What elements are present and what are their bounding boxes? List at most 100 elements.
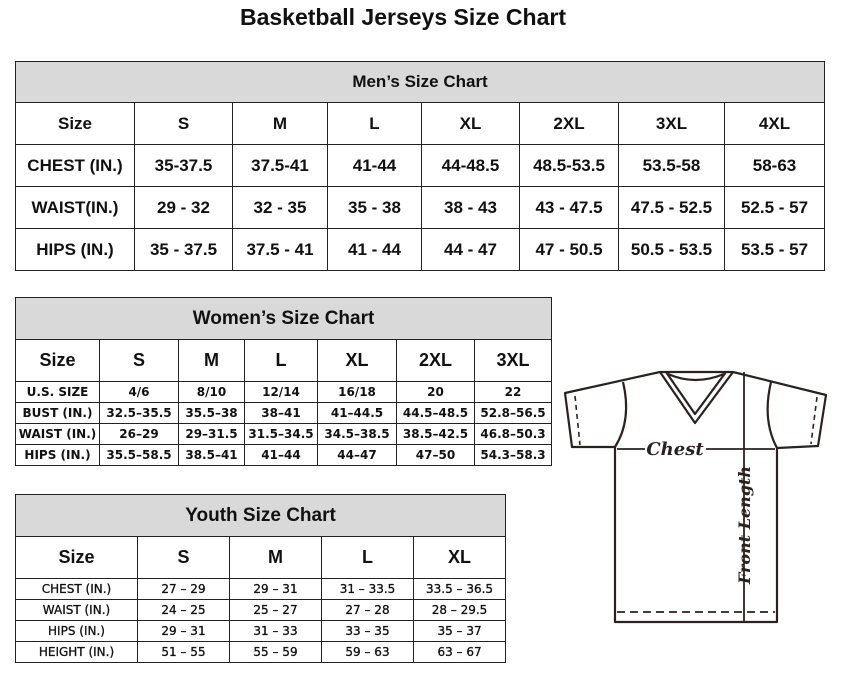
row-label: Size [15,102,135,145]
row-label: WAIST(IN.) [15,186,135,229]
table-cell: 29–31.5 [178,423,245,445]
table-cell: 31 – 33 [229,620,322,642]
table-cell: M [178,339,245,382]
shirt-outline [563,370,828,624]
row-label: HEIGHT (IN.) [15,641,138,663]
row-label: Size [15,339,100,382]
table-cell: 34.5–38.5 [317,423,397,445]
womens-table-heading: Women’s Size Chart [14,297,553,340]
table-cell: 41–44.5 [317,402,397,424]
table-cell: 44 - 47 [421,228,520,271]
table-cell: 38–41 [244,402,318,424]
table-cell: S [137,536,230,579]
table-row: CHEST (IN.) 35-37.5 37.5-41 41-44 44-48.5 48.… [15,144,826,187]
jersey-measurement-diagram: Chest Front Length [563,370,828,624]
table-cell: 43 - 47.5 [519,186,619,229]
table-cell: 4XL [723,102,826,145]
table-cell: 41 - 44 [327,228,422,271]
left-armhole [614,381,628,448]
table-cell: 50.5 - 53.5 [618,228,725,271]
page-title: Basketball Jerseys Size Chart [239,4,566,30]
table-cell: 44–47 [317,444,397,466]
table-cell: 26–29 [99,423,179,445]
row-label: Size [15,536,138,579]
table-cell: 44-48.5 [421,144,520,187]
table-row: HIPS (IN.) 29 – 31 31 – 33 33 – 35 35 – 37 [15,620,507,642]
table-cell: 35 – 37 [412,620,507,642]
womens-size-table: Women’s Size Chart Size S M L XL 2XL 3XL U.S. S… [14,297,553,466]
table-cell: 54.3–58.3 [473,444,553,466]
table-cell: 63 – 67 [412,641,507,663]
table-cell: 35.5–38 [178,402,245,424]
table-cell: 51 – 55 [137,641,230,663]
row-label: HIPS (IN.) [15,620,138,642]
table-row: HIPS (IN.) 35 - 37.5 37.5 - 41 41 - 44 44 - … [15,228,826,271]
table-cell: 59 – 63 [321,641,414,663]
table-cell: 32.5–35.5 [99,402,179,424]
table-cell: 27 – 29 [137,578,230,600]
row-label: U.S. SIZE [15,381,100,403]
youth-size-table: Youth Size Chart Size S M L XL CHEST (IN.) 27 … [14,494,507,663]
table-cell: 58-63 [723,144,826,187]
table-cell: 20 [396,381,475,403]
table-cell: M [229,536,322,579]
table-cell: 46.8–50.3 [473,423,553,445]
table-row: BUST (IN.) 32.5–35.5 35.5–38 38–41 41–44.5 44… [15,402,553,424]
table-cell: 12/14 [244,381,318,403]
table-cell: XL [317,339,397,382]
size-header-row: Size S M L XL 2XL 3XL [15,339,553,382]
table-cell: 53.5 - 57 [723,228,826,271]
sleeve-hem-dashes [574,395,818,446]
size-header-row: Size S M L XL 2XL 3XL 4XL [15,102,826,145]
table-cell: 28 – 29.5 [412,599,507,621]
table-cell: 52.5 - 57 [723,186,826,229]
table-cell: 29 – 31 [137,620,230,642]
table-cell: 48.5-53.5 [519,144,619,187]
table-cell: 31.5–34.5 [244,423,318,445]
mens-size-table: Men’s Size Chart Size S M L XL 2XL 3XL 4XL CHEST… [14,61,826,271]
table-cell: 25 – 27 [229,599,322,621]
table-cell: M [232,102,328,145]
table-cell: S [134,102,233,145]
front-length-label: Front Length [735,466,754,585]
table-row: HIPS (IN.) 35.5–58.5 38.5–41 41–44 44–47 47–5… [15,444,553,466]
table-row: WAIST (IN.) 26–29 29–31.5 31.5–34.5 34.5–38.… [15,423,553,445]
table-cell: 47 - 50.5 [519,228,619,271]
table-cell: XL [412,536,507,579]
table-cell: 16/18 [317,381,397,403]
table-cell: 3XL [473,339,553,382]
table-cell: 29 - 32 [134,186,233,229]
table-cell: L [327,102,422,145]
table-cell: 37.5-41 [232,144,328,187]
table-row: HEIGHT (IN.) 51 – 55 55 – 59 59 – 63 63 – 67 [15,641,507,663]
table-cell: 2XL [519,102,619,145]
row-label: WAIST (IN.) [15,423,100,445]
row-label: WAIST (IN.) [15,599,138,621]
row-label: HIPS (IN.) [15,228,135,271]
table-cell: 38.5–42.5 [396,423,475,445]
table-cell: 47–50 [396,444,475,466]
table-row: WAIST (IN.) 24 – 25 25 – 27 27 – 28 28 – 29.… [15,599,507,621]
youth-table-heading: Youth Size Chart [14,494,507,537]
table-cell: 44.5–48.5 [396,402,475,424]
row-label: HIPS (IN.) [15,444,100,466]
table-cell: 52.8–56.5 [473,402,553,424]
mens-table-heading: Men’s Size Chart [14,61,826,103]
table-cell: 38 - 43 [421,186,520,229]
table-cell: L [321,536,414,579]
table-cell: 33 – 35 [321,620,414,642]
row-label: CHEST (IN.) [15,578,138,600]
right-armhole [766,381,778,449]
row-label: CHEST (IN.) [15,144,135,187]
table-row: WAIST(IN.) 29 - 32 32 - 35 35 - 38 38 - 43 43… [15,186,826,229]
table-cell: 3XL [618,102,725,145]
table-cell: 55 – 59 [229,641,322,663]
table-cell: 31 – 33.5 [321,578,414,600]
table-cell: 35.5–58.5 [99,444,179,466]
size-header-row: Size S M L XL [15,536,507,579]
table-cell: 35-37.5 [134,144,233,187]
table-cell: 2XL [396,339,475,382]
row-label: BUST (IN.) [15,402,100,424]
table-row: CHEST (IN.) 27 – 29 29 – 31 31 – 33.5 33.5 –… [15,578,507,600]
table-cell: 27 – 28 [321,599,414,621]
